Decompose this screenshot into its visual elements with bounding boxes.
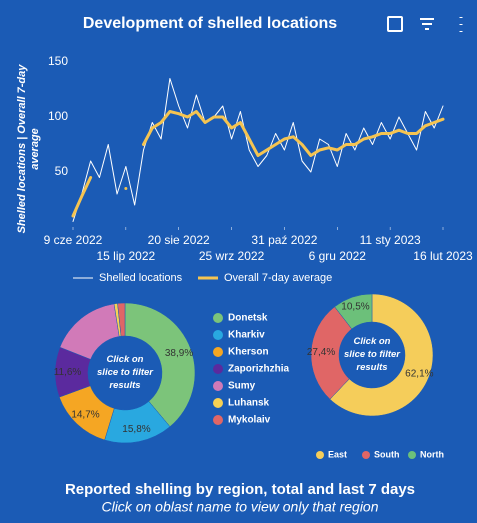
legend-label: Zaporizhzhia: [228, 364, 290, 375]
legend-label: Kharkiv: [228, 330, 265, 341]
x-tick-label: 11 sty 2023: [360, 233, 421, 247]
legend-swatch: [213, 415, 223, 425]
legend-label: Shelled locations: [99, 272, 183, 284]
x-tick-label: 31 paź 2022: [251, 233, 317, 247]
y-tick-label: 150: [48, 54, 68, 68]
legend-label: East: [328, 449, 347, 459]
data-label: 14,7%: [71, 409, 99, 420]
footer-title: Reported shelling by region, total and l…: [65, 481, 415, 498]
data-label: 11,6%: [54, 367, 82, 378]
legend-swatch: [213, 364, 223, 374]
line-series: [72, 78, 444, 222]
legend-swatch: [408, 451, 416, 459]
data-label: 38,9%: [165, 348, 193, 359]
legend-swatch: [213, 398, 223, 408]
legend-label: Overall 7-day average: [224, 272, 332, 284]
legend-swatch: [316, 451, 324, 459]
y-axis-label: Shelled locations | Overall 7-day averag…: [16, 64, 41, 234]
filter-icon[interactable]: [420, 18, 434, 30]
legend-label: North: [420, 449, 444, 459]
legend-swatch: [362, 451, 370, 459]
legend-label: Kherson: [228, 347, 269, 358]
pie-slice: [124, 302, 196, 428]
legend-label: Mykolaiv: [228, 415, 271, 426]
data-label: 15,8%: [122, 424, 150, 435]
data-label: 62,1%: [405, 369, 433, 380]
legend-swatch: [213, 381, 223, 391]
y-tick-label: 100: [48, 109, 68, 123]
data-label: 10,5%: [341, 301, 369, 312]
chart-title: Development of shelled locations: [83, 15, 337, 32]
x-tick-label: 20 sie 2022: [148, 233, 210, 247]
line-series: [71, 176, 93, 218]
legend-swatch: [213, 313, 223, 323]
center-text: Click on slice to filter results: [97, 354, 153, 391]
center-text: Click on slice to filter results: [344, 336, 400, 373]
pie-slice: [334, 293, 373, 330]
x-tick-label: 9 cze 2022: [44, 233, 103, 247]
menu-icons[interactable]: [387, 16, 463, 32]
x-tick-label: 6 gru 2022: [309, 249, 367, 263]
data-label: 27,4%: [307, 347, 335, 358]
pie-slice: [310, 306, 353, 400]
legend-label: Luhansk: [228, 398, 270, 409]
legend-label: South: [374, 449, 400, 459]
legend-swatch: [213, 330, 223, 340]
chart-icon[interactable]: [387, 16, 403, 32]
x-tick-label: 25 wrz 2022: [199, 249, 265, 263]
x-tick-label: 15 lip 2022: [96, 249, 155, 263]
pie-slice: [117, 302, 126, 337]
pie-slice: [329, 293, 434, 417]
y-tick-label: 50: [55, 164, 69, 178]
legend-swatch: [213, 347, 223, 357]
legend-label: Donetsk: [228, 313, 268, 324]
footer-subtitle: Click on oblast name to view only that r…: [101, 499, 378, 515]
legend-label: Sumy: [228, 381, 256, 392]
x-tick-label: 16 lut 2023: [413, 249, 473, 263]
line-series: [141, 110, 445, 157]
